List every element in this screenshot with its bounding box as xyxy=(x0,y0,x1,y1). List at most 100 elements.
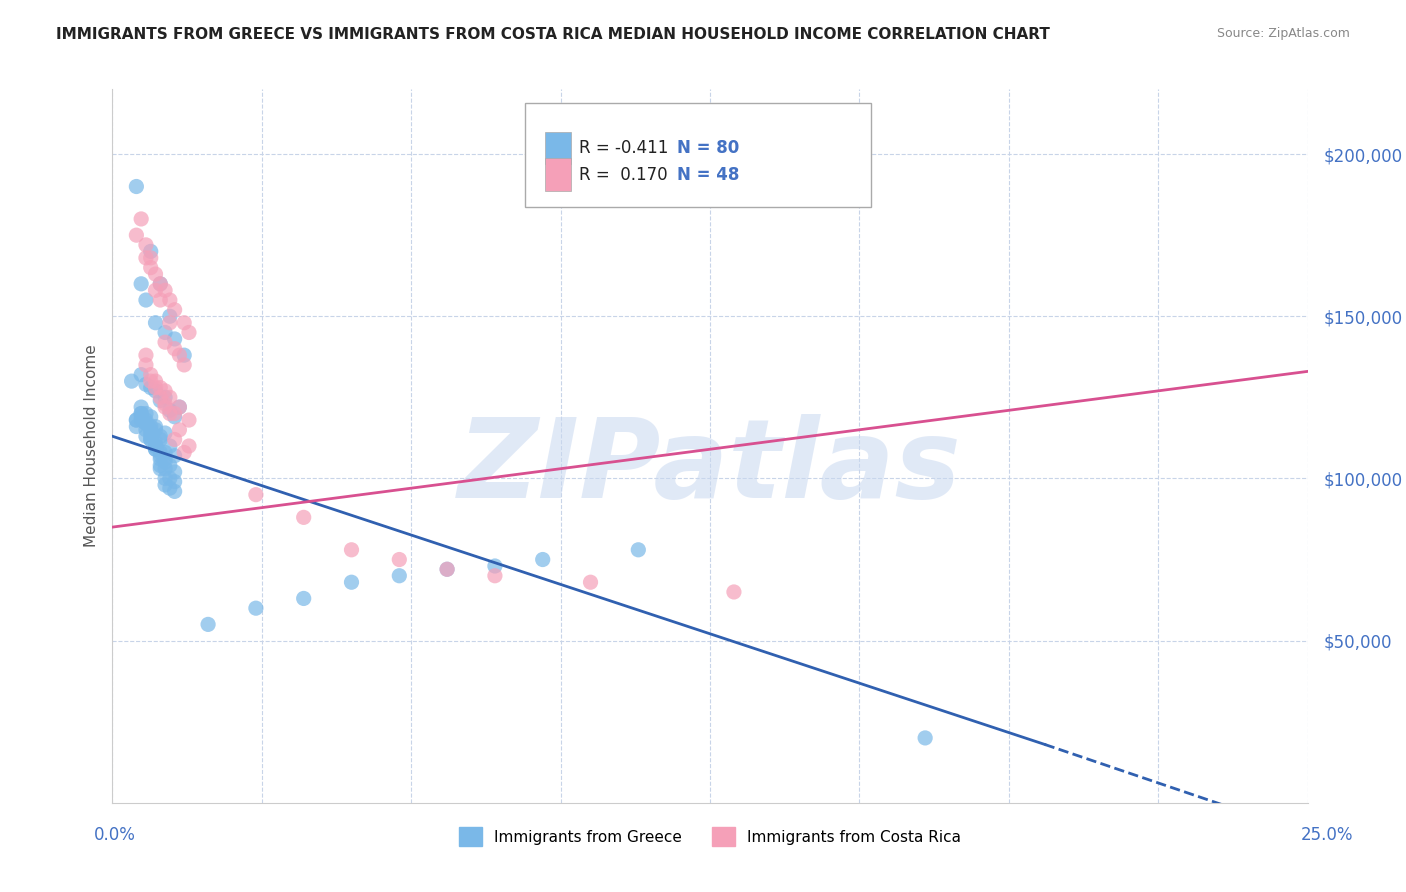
Point xyxy=(173,348,195,362)
Point xyxy=(197,617,219,632)
Point xyxy=(153,384,176,398)
Point xyxy=(169,423,191,437)
Point xyxy=(531,552,554,566)
Point xyxy=(169,400,191,414)
Point xyxy=(149,429,172,443)
Text: 0.0%: 0.0% xyxy=(94,826,136,844)
Point xyxy=(163,475,186,489)
Point xyxy=(135,251,157,265)
Point xyxy=(914,731,936,745)
Point xyxy=(129,407,152,421)
Point xyxy=(159,407,181,421)
FancyBboxPatch shape xyxy=(546,159,571,191)
Point xyxy=(135,417,157,431)
Point xyxy=(292,510,315,524)
Point xyxy=(340,575,363,590)
Point xyxy=(159,310,181,324)
Point xyxy=(135,293,157,307)
Point xyxy=(173,358,195,372)
Point xyxy=(139,433,162,447)
Point xyxy=(159,439,181,453)
Point xyxy=(145,442,167,457)
Point xyxy=(153,461,176,475)
Point xyxy=(135,423,157,437)
FancyBboxPatch shape xyxy=(524,103,872,207)
Point xyxy=(145,419,167,434)
Point xyxy=(145,439,167,453)
Point xyxy=(149,277,172,291)
Point xyxy=(159,293,181,307)
Point xyxy=(153,397,176,411)
Point xyxy=(139,419,162,434)
Point xyxy=(145,442,167,457)
Point xyxy=(139,260,162,275)
Point xyxy=(173,445,195,459)
Point xyxy=(177,326,200,340)
Point xyxy=(139,433,162,447)
Point xyxy=(145,423,167,437)
Point xyxy=(139,429,162,443)
Point xyxy=(139,368,162,382)
Point xyxy=(145,435,167,450)
Point xyxy=(125,419,148,434)
Point xyxy=(163,409,186,424)
Legend: Immigrants from Greece, Immigrants from Costa Rica: Immigrants from Greece, Immigrants from … xyxy=(453,822,967,852)
Point xyxy=(484,559,506,574)
Point xyxy=(163,332,186,346)
Point xyxy=(145,316,167,330)
Point xyxy=(145,267,167,281)
Point xyxy=(149,452,172,467)
Point xyxy=(129,368,152,382)
Point xyxy=(177,439,200,453)
Point xyxy=(245,601,267,615)
Point xyxy=(723,585,745,599)
Point xyxy=(135,348,157,362)
Point xyxy=(121,374,143,388)
Point xyxy=(159,471,181,485)
Text: N = 80: N = 80 xyxy=(676,139,738,157)
Point xyxy=(627,542,650,557)
Point xyxy=(129,413,152,427)
Point xyxy=(153,445,176,459)
Text: R =  0.170: R = 0.170 xyxy=(579,166,668,184)
Point xyxy=(153,326,176,340)
Point xyxy=(149,445,172,459)
Text: 25.0%: 25.0% xyxy=(1301,826,1354,844)
Point xyxy=(159,458,181,473)
Point xyxy=(245,488,267,502)
Point xyxy=(129,211,152,226)
Point xyxy=(149,381,172,395)
Point xyxy=(159,481,181,495)
Point xyxy=(292,591,315,606)
Point xyxy=(135,413,157,427)
Point xyxy=(135,358,157,372)
Point xyxy=(149,390,172,404)
Point xyxy=(436,562,458,576)
Point xyxy=(149,449,172,463)
Point xyxy=(139,409,162,424)
Point xyxy=(177,413,200,427)
Point xyxy=(149,393,172,408)
Point xyxy=(135,429,157,443)
Point xyxy=(145,283,167,297)
Point xyxy=(163,342,186,356)
Point xyxy=(135,238,157,252)
Point xyxy=(153,283,176,297)
Point xyxy=(159,390,181,404)
Point xyxy=(163,407,186,421)
Point xyxy=(125,413,148,427)
Text: Source: ZipAtlas.com: Source: ZipAtlas.com xyxy=(1216,27,1350,40)
Point xyxy=(163,484,186,499)
Point xyxy=(149,433,172,447)
Point xyxy=(129,400,152,414)
Text: IMMIGRANTS FROM GREECE VS IMMIGRANTS FROM COSTA RICA MEDIAN HOUSEHOLD INCOME COR: IMMIGRANTS FROM GREECE VS IMMIGRANTS FRO… xyxy=(56,27,1050,42)
Point xyxy=(139,381,162,395)
Point xyxy=(153,471,176,485)
Point xyxy=(163,433,186,447)
Point xyxy=(139,425,162,440)
Point xyxy=(153,452,176,467)
Point xyxy=(163,449,186,463)
Point xyxy=(153,455,176,469)
Point xyxy=(484,568,506,582)
Point xyxy=(135,417,157,431)
